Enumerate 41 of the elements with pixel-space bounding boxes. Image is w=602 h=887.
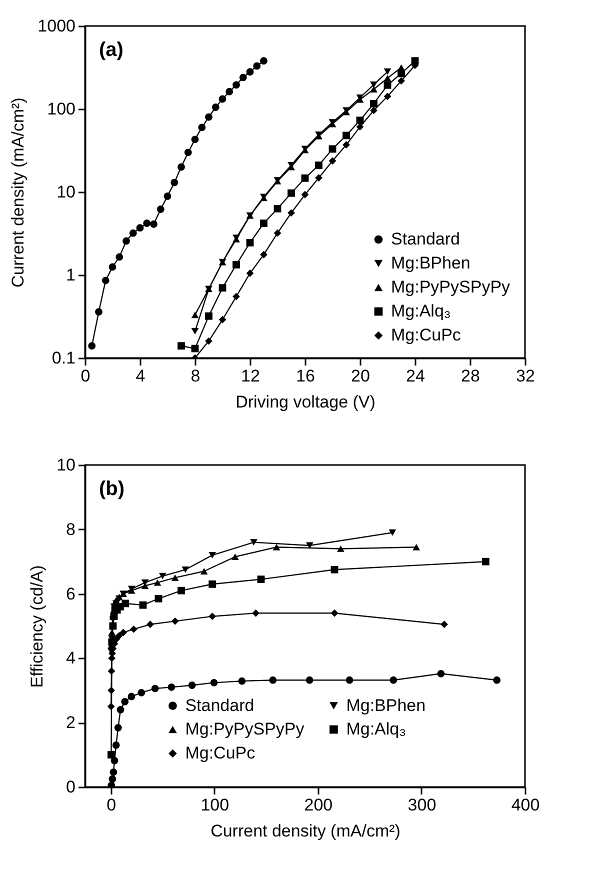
x-tick-label: 24 — [406, 366, 425, 386]
y-tick-label: 4 — [66, 648, 76, 668]
legend-label: Mg:BPhen — [346, 696, 426, 715]
y-tick-label: 1000 — [38, 16, 76, 36]
legend-label: Mg:Alq₃ — [391, 302, 451, 320]
y-tick-label: 8 — [66, 520, 76, 539]
x-tick-label: 28 — [461, 366, 480, 386]
annotation: (a) — [99, 39, 124, 61]
x-axis-title: Current density (mA/cm²) — [210, 822, 400, 840]
y-tick-label: 10 — [56, 456, 76, 474]
x-tick-label: 16 — [296, 366, 315, 386]
y-tick-label: 6 — [66, 584, 76, 604]
x-tick-label: 20 — [351, 366, 370, 386]
y-tick-label: 2 — [66, 713, 76, 732]
x-tick-label: 8 — [190, 366, 200, 386]
x-tick-label: 0 — [80, 366, 90, 386]
x-tick-label: 32 — [516, 366, 535, 386]
legend-label: Mg:PyPySPyPy — [185, 720, 305, 738]
y-tick-label: 0.1 — [52, 348, 76, 368]
x-axis-title: Driving voltage (V) — [236, 392, 376, 412]
x-tick-label: 200 — [304, 796, 333, 814]
legend-label: Standard — [391, 230, 460, 248]
legend-label: Mg:PyPySPyPy — [391, 278, 511, 296]
x-tick-label: 400 — [511, 796, 540, 814]
y-tick-label: 100 — [47, 100, 76, 118]
x-tick-label: 4 — [136, 366, 146, 386]
y-tick-label: 1 — [66, 266, 76, 284]
y-axis-title: Efficiency (cd/A) — [28, 565, 47, 688]
x-tick-label: 12 — [241, 366, 260, 386]
x-tick-label: 100 — [200, 796, 230, 814]
y-axis-title: Current density (mA/cm²) — [8, 98, 28, 288]
annotation: (b) — [99, 478, 125, 500]
y-tick-label: 0 — [66, 778, 76, 796]
x-tick-label: 300 — [408, 796, 436, 814]
legend-label: Mg:CuPc — [185, 744, 256, 762]
legend-label: Mg:Alq₃ — [346, 720, 406, 738]
y-tick-label: 10 — [56, 182, 76, 202]
legend-label: Mg:BPhen — [391, 254, 470, 272]
legend-label: Mg:CuPc — [391, 326, 462, 344]
x-tick-label: 0 — [106, 796, 116, 814]
legend-label: Standard — [185, 696, 254, 715]
